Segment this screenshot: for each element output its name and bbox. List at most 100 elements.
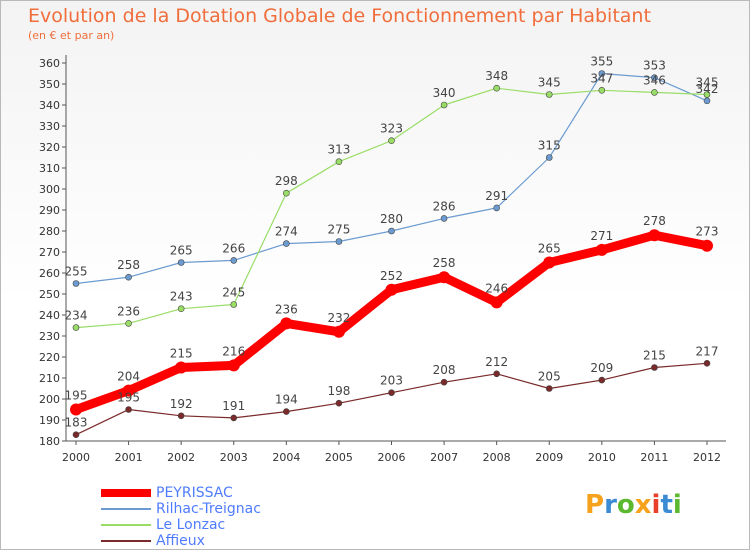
- data-point: [122, 384, 135, 397]
- data-label: 271: [590, 229, 613, 243]
- y-tick-label: 300: [39, 183, 60, 196]
- data-label: 234: [65, 309, 88, 323]
- data-point: [335, 158, 343, 165]
- y-tick-label: 340: [39, 99, 60, 112]
- data-label: 204: [117, 370, 140, 384]
- data-point: [388, 227, 395, 235]
- data-label: 215: [170, 347, 193, 361]
- x-tick-label: 2012: [693, 451, 721, 464]
- data-label: 232: [327, 311, 350, 325]
- data-point: [440, 378, 448, 386]
- chart-subtitle: (en € et par an): [28, 29, 115, 42]
- data-label: 212: [485, 355, 508, 369]
- data-label: 236: [275, 302, 298, 316]
- data-label: 273: [696, 225, 719, 239]
- data-label: 246: [485, 281, 508, 295]
- y-tick-label: 210: [39, 372, 60, 385]
- data-point: [651, 364, 658, 371]
- x-tick-label: 2009: [535, 451, 563, 464]
- data-label: 209: [590, 361, 613, 375]
- chart-title: Evolution de la Dotation Globale de Fonc…: [28, 5, 651, 27]
- data-point: [543, 256, 556, 269]
- data-label: 265: [538, 242, 561, 256]
- data-point: [230, 257, 238, 264]
- data-label: 346: [643, 73, 666, 87]
- legend-label: PEYRISSAC: [156, 485, 233, 501]
- y-tick-label: 330: [39, 120, 60, 133]
- data-point: [230, 414, 238, 422]
- x-tick-label: 2000: [62, 451, 90, 464]
- data-label: 355: [590, 55, 613, 69]
- data-label: 195: [117, 391, 140, 405]
- data-label: 217: [696, 344, 719, 358]
- y-tick-label: 240: [39, 309, 60, 322]
- data-point: [648, 229, 661, 242]
- data-label: 340: [433, 86, 456, 100]
- x-tick-label: 2011: [640, 451, 668, 464]
- y-tick-label: 220: [39, 351, 60, 364]
- x-tick-label: 2008: [483, 451, 511, 464]
- data-label: 353: [643, 59, 666, 73]
- legend-label: Le Lonzac: [156, 517, 226, 533]
- data-label: 345: [538, 76, 561, 90]
- data-label: 291: [485, 189, 508, 203]
- proxiti-logo: Proxiti: [585, 490, 682, 520]
- data-point: [283, 189, 290, 197]
- y-tick-label: 190: [39, 414, 60, 427]
- legend-swatch: [101, 508, 151, 510]
- data-point: [651, 74, 658, 81]
- x-tick-label: 2005: [325, 451, 353, 464]
- data-label: 258: [433, 256, 456, 270]
- y-tick-label: 360: [39, 57, 60, 70]
- legend-label: Affieux: [156, 533, 205, 549]
- data-point: [545, 154, 553, 161]
- x-tick-label: 2007: [430, 451, 458, 464]
- data-point: [385, 283, 398, 296]
- y-tick-label: 280: [39, 225, 60, 238]
- data-point: [545, 91, 553, 98]
- x-tick-label: 2004: [272, 451, 300, 464]
- data-label: 274: [275, 225, 298, 239]
- y-tick-label: 230: [39, 330, 60, 343]
- data-point: [595, 243, 608, 256]
- data-label: 323: [380, 122, 403, 136]
- data-label: 265: [170, 244, 193, 258]
- data-point: [175, 361, 188, 374]
- data-point: [177, 412, 185, 420]
- data-point: [283, 408, 290, 415]
- data-point: [283, 240, 290, 247]
- data-label: 183: [65, 416, 88, 430]
- data-label: 275: [327, 223, 350, 237]
- legend-swatch: [101, 540, 151, 542]
- x-tick-label: 2010: [588, 451, 616, 464]
- data-point: [125, 273, 132, 281]
- y-tick-label: 180: [39, 435, 60, 448]
- legend-label: Rilhac-Treignac: [156, 501, 261, 517]
- data-label: 252: [380, 269, 403, 283]
- data-point: [493, 204, 500, 212]
- data-point: [332, 325, 345, 338]
- data-label: 195: [65, 389, 88, 403]
- data-point: [438, 271, 451, 284]
- y-tick-label: 270: [39, 246, 60, 259]
- y-tick-label: 310: [39, 162, 60, 175]
- x-tick-label: 2003: [220, 451, 248, 464]
- data-label: 245: [222, 286, 245, 300]
- data-point: [440, 215, 448, 222]
- data-point: [72, 431, 80, 439]
- data-point: [545, 385, 553, 392]
- data-point: [440, 101, 448, 109]
- data-point: [388, 389, 395, 397]
- data-label: 298: [275, 174, 298, 188]
- data-label: 243: [170, 290, 193, 304]
- y-tick-label: 290: [39, 204, 60, 217]
- data-label: 194: [275, 393, 298, 407]
- data-label: 205: [538, 370, 561, 384]
- data-point: [490, 296, 503, 309]
- data-label: 266: [222, 241, 245, 255]
- data-point: [493, 84, 500, 92]
- y-tick-label: 200: [39, 393, 60, 406]
- data-point: [701, 239, 713, 252]
